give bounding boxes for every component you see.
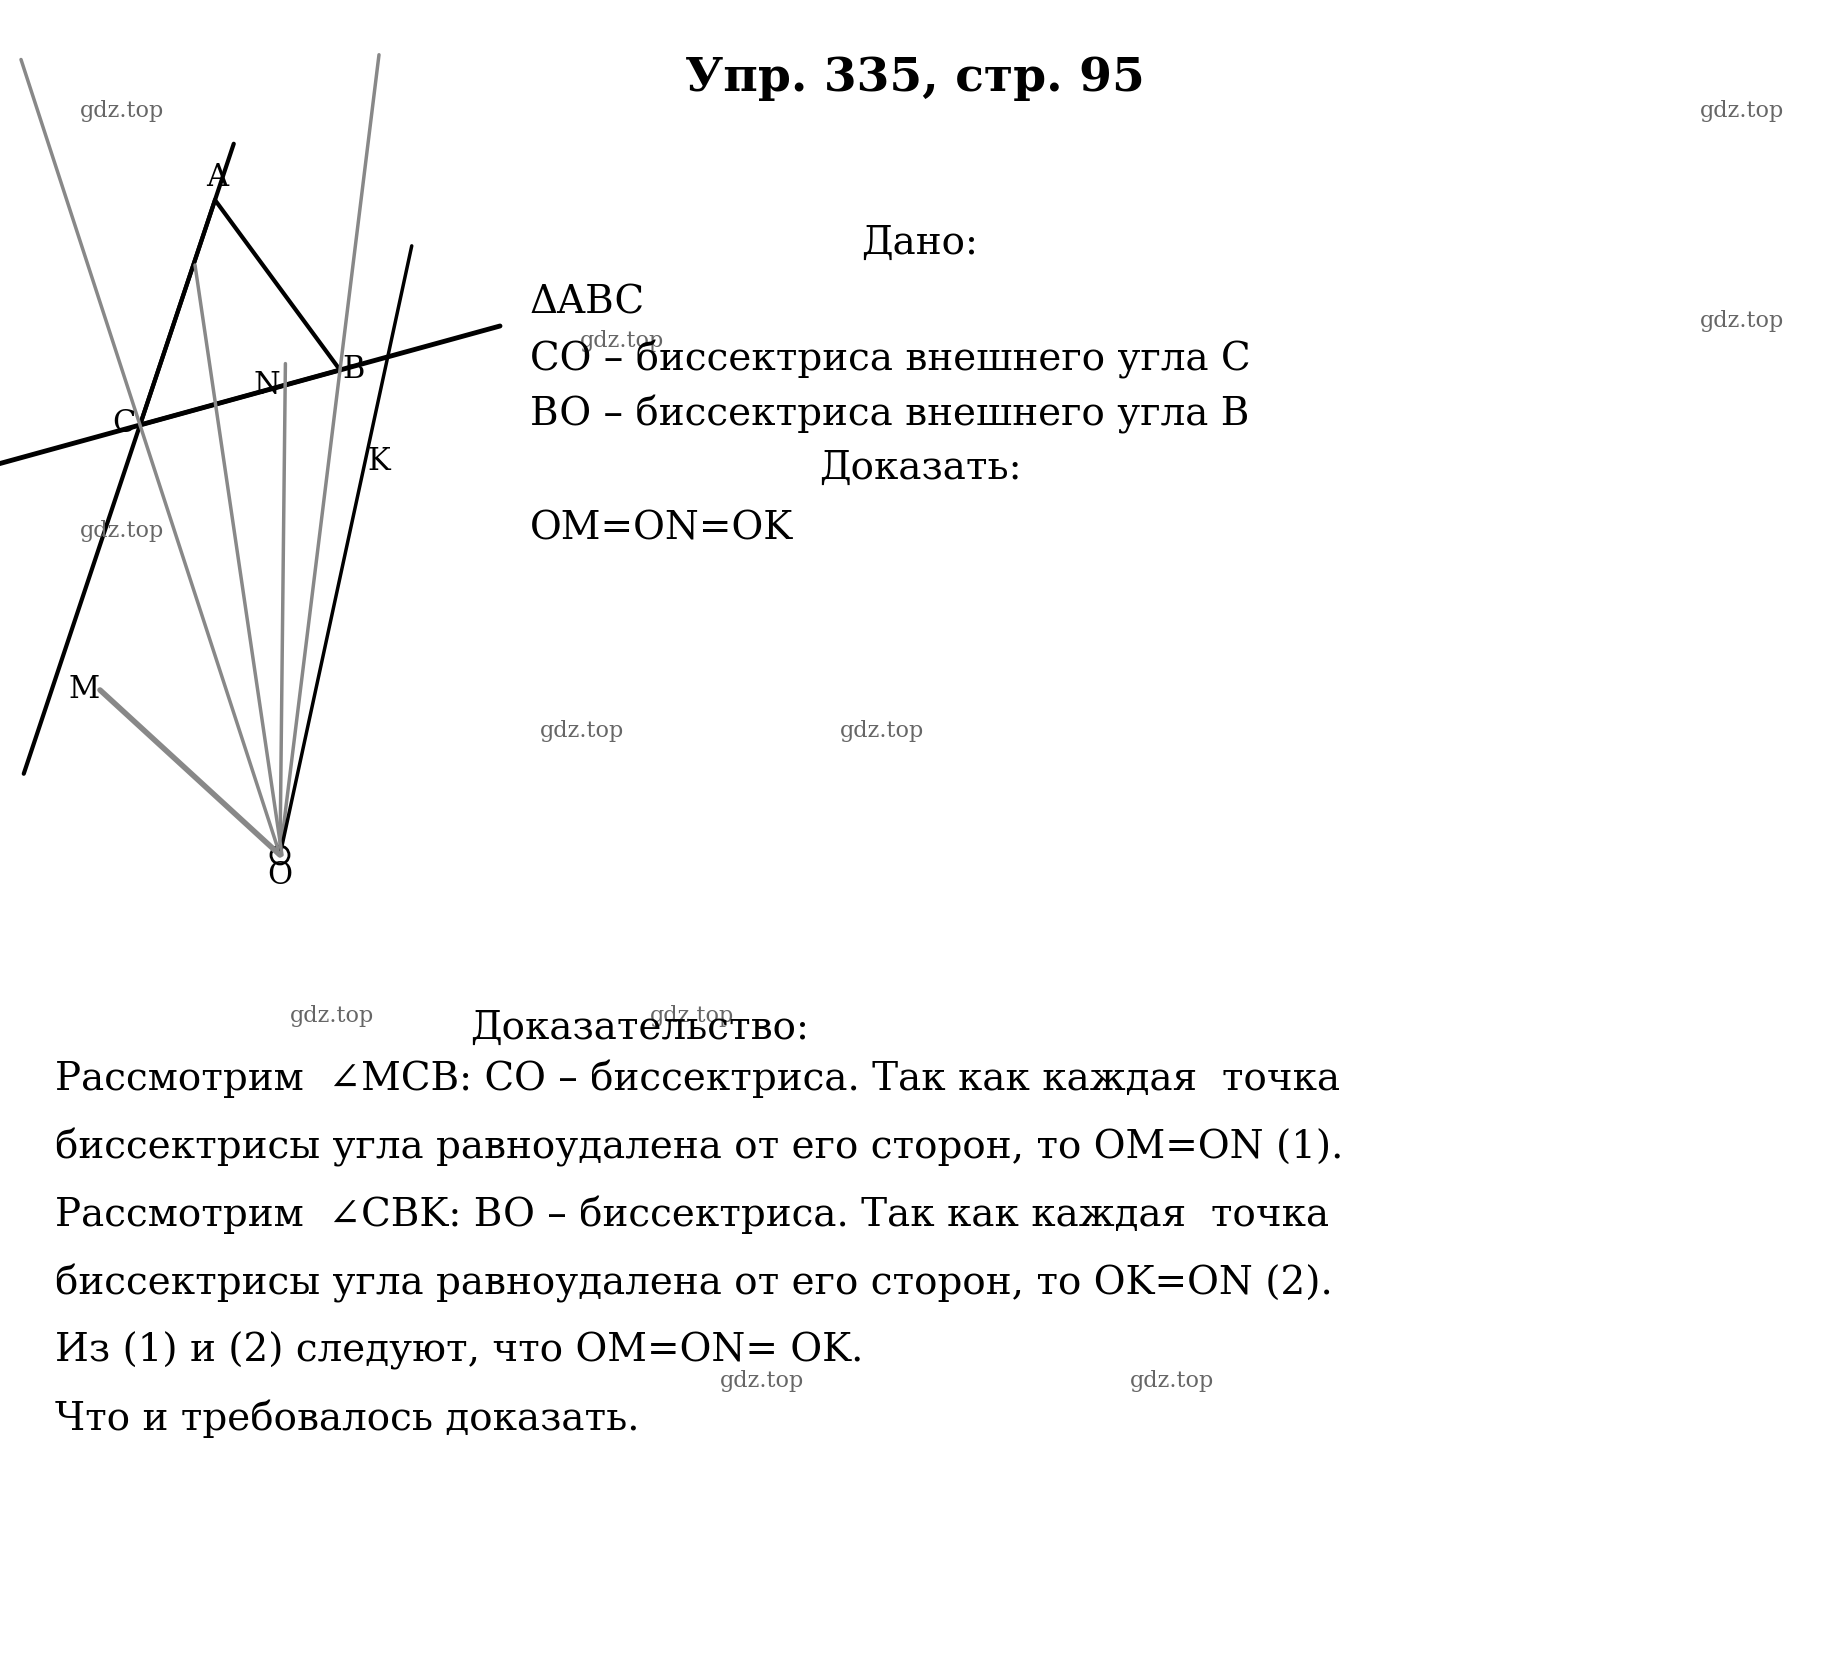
- Text: Рассмотрим  ∠MCB: CO – биссектриса. Так как каждая  точка: Рассмотрим ∠MCB: CO – биссектриса. Так к…: [55, 1060, 1340, 1099]
- Text: gdz.top: gdz.top: [840, 721, 924, 742]
- Text: N: N: [254, 371, 280, 401]
- Text: Доказательство:: Доказательство:: [470, 1011, 809, 1047]
- Text: CO – биссектриса внешнего угла C: CO – биссектриса внешнего угла C: [531, 340, 1250, 379]
- Text: K: K: [368, 446, 390, 477]
- Text: B: B: [342, 355, 366, 386]
- Text: ΔABC: ΔABC: [531, 285, 646, 321]
- Text: gdz.top: gdz.top: [650, 1006, 734, 1027]
- Text: gdz.top: gdz.top: [1129, 1370, 1215, 1392]
- Text: gdz.top: gdz.top: [580, 330, 664, 351]
- Text: gdz.top: gdz.top: [1700, 310, 1784, 331]
- Text: Рассмотрим  ∠CBK: BO – биссектриса. Так как каждая  точка: Рассмотрим ∠CBK: BO – биссектриса. Так к…: [55, 1196, 1329, 1234]
- Text: A: A: [207, 162, 229, 194]
- Text: биссектрисы угла равноудалена от его сторон, то OK=ON (2).: биссектрисы угла равноудалена от его сто…: [55, 1264, 1332, 1302]
- Text: gdz.top: gdz.top: [289, 1006, 375, 1027]
- Text: Что и требовалось доказать.: Что и требовалось доказать.: [55, 1400, 639, 1438]
- Text: Из (1) и (2) следуют, что OM=ON= OK.: Из (1) и (2) следуют, что OM=ON= OK.: [55, 1332, 864, 1370]
- Text: gdz.top: gdz.top: [540, 721, 624, 742]
- Text: M: M: [68, 674, 99, 706]
- Text: BO – биссектриса внешнего угла B: BO – биссектриса внешнего угла B: [531, 394, 1250, 434]
- Text: Доказать:: Доказать:: [818, 451, 1021, 487]
- Text: Дано:: Дано:: [862, 225, 979, 262]
- Text: gdz.top: gdz.top: [719, 1370, 803, 1392]
- Text: O: O: [267, 860, 293, 890]
- Text: gdz.top: gdz.top: [1700, 99, 1784, 123]
- Text: OM=ON=OK: OM=ON=OK: [531, 510, 792, 547]
- Text: биссектрисы угла равноудалена от его сторон, то OM=ON (1).: биссектрисы угла равноудалена от его сто…: [55, 1128, 1343, 1167]
- Text: Упр. 335, стр. 95: Упр. 335, стр. 95: [684, 55, 1146, 101]
- Text: gdz.top: gdz.top: [81, 99, 165, 123]
- Text: gdz.top: gdz.top: [81, 520, 165, 542]
- Text: C: C: [112, 408, 135, 439]
